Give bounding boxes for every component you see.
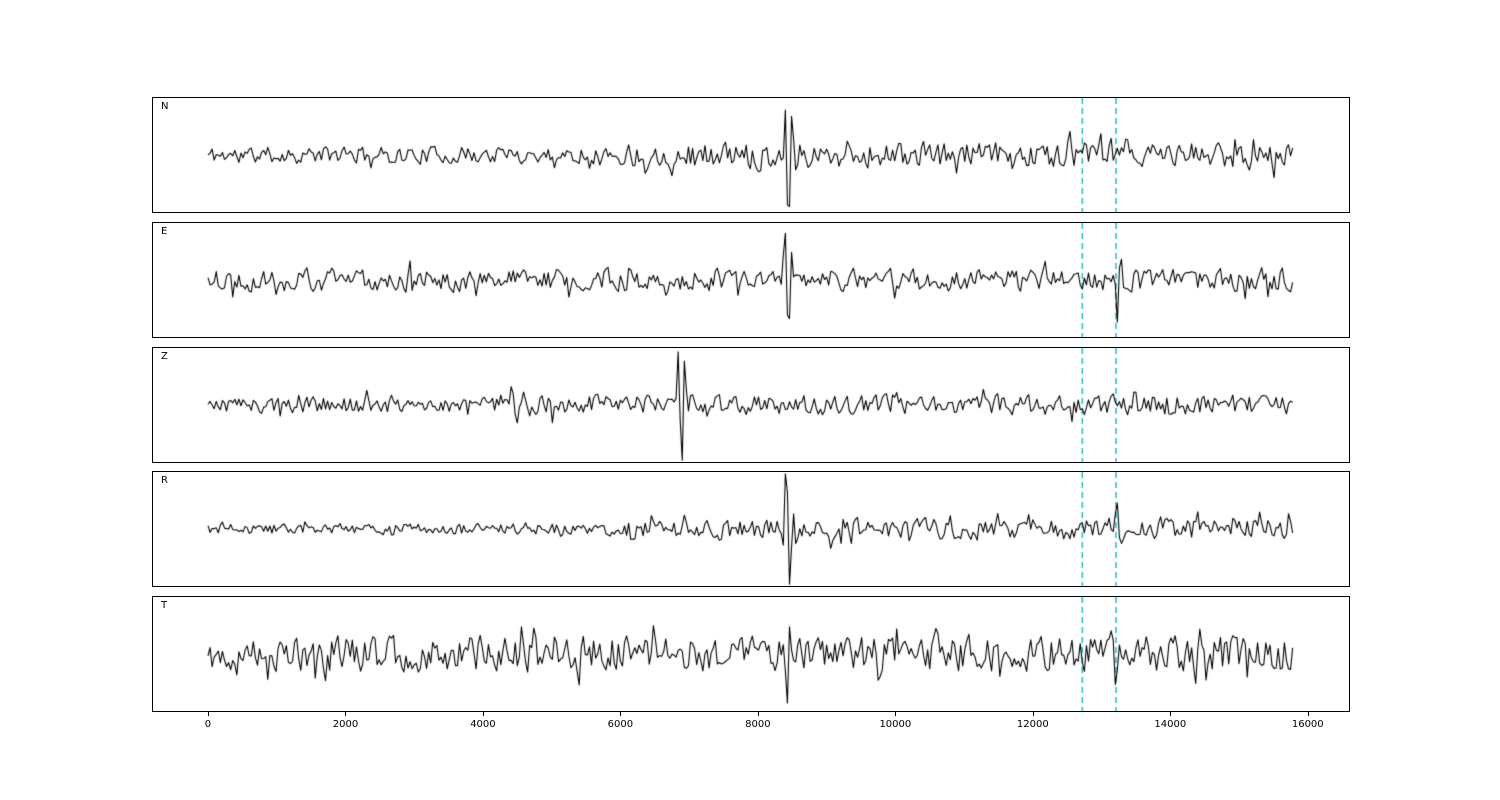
x-axis-tick-label: 16000	[1291, 719, 1324, 730]
panel-label-n: N	[161, 101, 169, 112]
panel-label-t: T	[161, 600, 168, 611]
x-axis-tickmark	[207, 712, 209, 716]
x-axis-tick-label: 4000	[470, 719, 496, 730]
x-axis-tickmark	[895, 712, 897, 716]
x-axis-tick-label: 6000	[607, 719, 634, 730]
panel-t: T	[152, 596, 1350, 712]
panel-r: R	[152, 471, 1350, 587]
panel-z: Z	[152, 347, 1350, 463]
x-axis-tick-label: 0	[204, 719, 212, 730]
waveform-canvas-e	[153, 223, 1349, 337]
panel-e: E	[152, 222, 1350, 338]
x-axis-tick-label: 14000	[1154, 719, 1187, 730]
x-axis-tick-label: 2000	[332, 719, 359, 730]
x-axis-tickmark	[757, 712, 759, 716]
x-axis-tick-label: 10000	[879, 719, 912, 730]
panel-label-z: Z	[161, 351, 168, 362]
waveform-canvas-r	[153, 472, 1349, 586]
waveform-canvas-n	[153, 98, 1349, 212]
waveform-canvas-z	[153, 348, 1349, 462]
x-axis-tickmark	[1170, 712, 1172, 716]
x-axis-tickmark	[1307, 712, 1309, 716]
panel-n: N	[152, 97, 1350, 213]
panel-label-e: E	[161, 226, 168, 237]
x-axis-tickmark	[1032, 712, 1034, 716]
x-axis-tick-label: 8000	[745, 719, 771, 730]
panel-label-r: R	[161, 475, 168, 486]
x-axis-tickmark	[345, 712, 347, 716]
x-axis-tick-label: 12000	[1016, 719, 1049, 730]
waveform-canvas-t	[153, 597, 1349, 711]
x-axis-tickmark	[482, 712, 484, 716]
x-axis-tickmark	[620, 712, 622, 716]
